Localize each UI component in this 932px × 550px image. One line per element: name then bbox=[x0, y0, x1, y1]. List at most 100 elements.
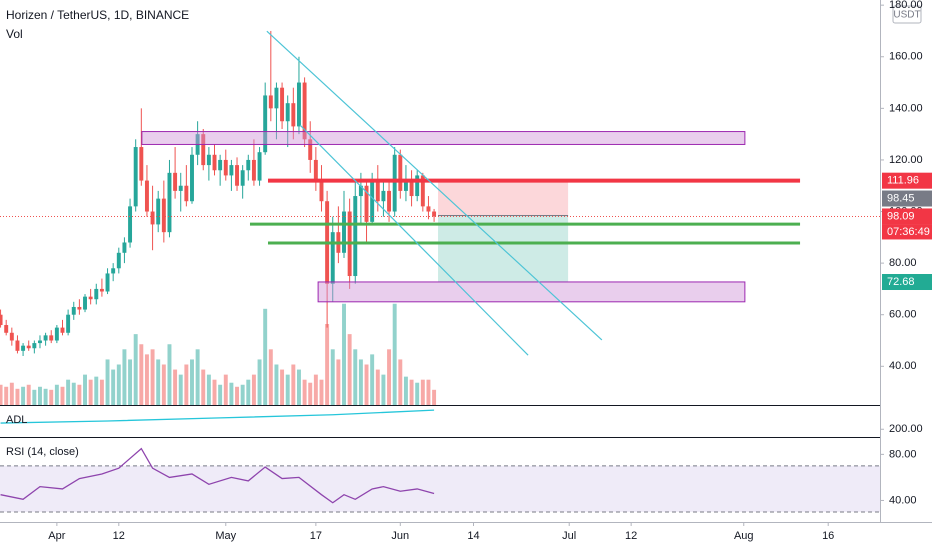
volume-bar bbox=[347, 334, 352, 405]
price-label: 98.09 bbox=[887, 210, 915, 222]
x-tick-label: 12 bbox=[625, 530, 637, 542]
volume-bar bbox=[38, 386, 42, 405]
volume-bar bbox=[370, 354, 375, 405]
candle-body bbox=[218, 159, 223, 171]
candle-body bbox=[392, 154, 397, 212]
countdown: 07:36:49 bbox=[887, 226, 930, 238]
candle-body bbox=[178, 185, 183, 191]
volume-bar bbox=[156, 359, 161, 405]
candle-body bbox=[415, 175, 420, 197]
volume-bar bbox=[54, 384, 59, 405]
volume-bar bbox=[398, 359, 403, 405]
volume-bar bbox=[128, 359, 133, 405]
volume-bar bbox=[49, 389, 54, 405]
candle-body bbox=[291, 103, 296, 127]
candle-body bbox=[15, 340, 20, 351]
candle-body bbox=[308, 139, 313, 160]
volume-bar bbox=[26, 384, 31, 405]
candle-body bbox=[99, 288, 104, 292]
volume-bar bbox=[150, 349, 155, 405]
volume-label: Vol bbox=[6, 27, 23, 41]
indicator-line bbox=[0, 409, 435, 424]
volume-bar bbox=[60, 386, 65, 405]
volume-bar bbox=[201, 369, 206, 405]
candle-body bbox=[280, 87, 285, 122]
volume-bar bbox=[268, 349, 273, 405]
volume-bar bbox=[144, 354, 149, 405]
volume-bar bbox=[218, 384, 223, 405]
volume-bar bbox=[426, 379, 431, 405]
volume-bar bbox=[364, 364, 369, 405]
volume-bar bbox=[111, 369, 116, 405]
candle-body bbox=[144, 180, 149, 212]
price-label-box bbox=[882, 172, 932, 189]
volume-bar bbox=[178, 374, 183, 405]
volume-bar bbox=[392, 303, 397, 405]
volume-bar bbox=[251, 374, 256, 405]
y-tick-label: 200.00 bbox=[889, 423, 923, 435]
candle-body bbox=[66, 314, 71, 333]
price-label: 98.45 bbox=[887, 192, 915, 204]
y-tick-label: 160.00 bbox=[889, 51, 923, 63]
candle-body bbox=[420, 175, 425, 207]
volume-bar bbox=[77, 384, 82, 405]
candle-body bbox=[426, 206, 431, 212]
candle-body bbox=[122, 242, 127, 253]
volume-bar bbox=[195, 349, 200, 405]
candle-body bbox=[139, 147, 144, 181]
volume-bar bbox=[32, 389, 37, 405]
volume-bar bbox=[43, 388, 48, 405]
candle-body bbox=[26, 345, 31, 349]
volume-bar bbox=[105, 359, 110, 405]
volume-bar bbox=[71, 382, 76, 405]
y-tick-label: 80.00 bbox=[889, 448, 917, 460]
volume-bar bbox=[319, 379, 324, 405]
candle-body bbox=[370, 180, 375, 222]
candle-body bbox=[387, 190, 392, 212]
x-tick-label: Jul bbox=[562, 530, 576, 542]
currency-badge[interactable] bbox=[892, 5, 922, 24]
x-tick-label: Jun bbox=[391, 530, 409, 542]
candle-body bbox=[0, 314, 3, 326]
volume-bar bbox=[0, 384, 3, 405]
trend-line bbox=[266, 30, 603, 341]
candle-body bbox=[223, 159, 228, 176]
volume-bar bbox=[99, 379, 104, 405]
volume-bar bbox=[325, 324, 330, 405]
volume-bar bbox=[246, 379, 251, 405]
y-tick-label: 120.00 bbox=[889, 154, 923, 166]
candle-body bbox=[251, 159, 256, 181]
candle-body bbox=[358, 185, 363, 197]
candle-body bbox=[381, 190, 386, 202]
candle-body bbox=[83, 296, 87, 310]
candle-body bbox=[268, 95, 273, 109]
candle-body bbox=[375, 180, 380, 202]
candle-body bbox=[128, 206, 133, 243]
volume-bar bbox=[285, 374, 290, 405]
candle-body bbox=[342, 211, 346, 253]
volume-bar bbox=[94, 376, 99, 405]
y-tick-label: 40.00 bbox=[889, 360, 917, 372]
candle-body bbox=[94, 288, 99, 300]
candle-body bbox=[4, 325, 9, 333]
volume-bar bbox=[280, 369, 285, 405]
candle-body bbox=[274, 87, 279, 109]
volume-bar bbox=[88, 379, 93, 405]
volume-bar bbox=[308, 382, 313, 405]
candle-body bbox=[60, 327, 65, 333]
candle-body bbox=[105, 273, 110, 292]
volume-bar bbox=[415, 382, 420, 405]
candle-body bbox=[296, 82, 301, 127]
candle-body bbox=[173, 172, 178, 191]
candle-body bbox=[432, 211, 437, 217]
candle-body bbox=[43, 335, 48, 341]
volume-bar bbox=[381, 374, 386, 405]
price-label-box bbox=[882, 190, 932, 207]
price-label-box bbox=[882, 274, 932, 291]
volume-bar bbox=[432, 389, 437, 405]
y-tick-label: 80.00 bbox=[889, 257, 917, 269]
candle-body bbox=[116, 252, 121, 269]
candle-body bbox=[403, 180, 408, 191]
